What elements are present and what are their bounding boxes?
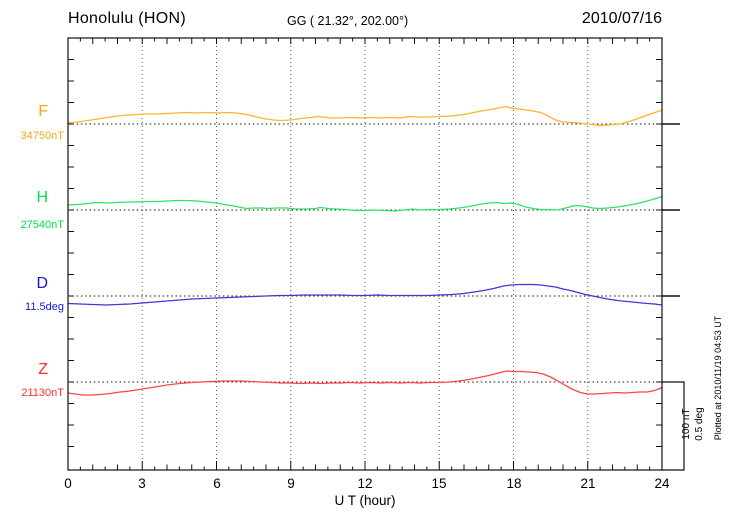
x-tick-9: 9 [287, 476, 295, 491]
scale-bar-label-nt: 100 nT [681, 408, 692, 440]
component-label-h: H [36, 189, 48, 206]
x-tick-6: 6 [213, 476, 221, 491]
component-label-d: D [36, 275, 48, 292]
component-label-z: Z [38, 361, 48, 378]
x-tick-18: 18 [506, 476, 522, 491]
scale-bar-label-deg: 0.5 deg [694, 407, 705, 441]
component-baseline-value-f: 34750nT [20, 130, 64, 142]
station-title: Honolulu (HON) [68, 10, 187, 27]
component-baseline-value-z: 21130nT [21, 387, 64, 399]
x-axis-title: U T (hour) [334, 493, 396, 508]
plotted-at-timestamp: Plotted at 2010/11/19 04:53 UT [713, 315, 723, 441]
component-baseline-value-h: 27540nT [20, 219, 64, 231]
component-label-f: F [38, 103, 48, 120]
x-tick-3: 3 [138, 476, 146, 491]
component-baseline-value-d: 11.5deg [25, 301, 64, 313]
x-tick-21: 21 [580, 476, 596, 491]
x-tick-0: 0 [64, 476, 72, 491]
scale-bar-labels: 100 nT 0.5 deg [680, 392, 710, 456]
geographic-coordinates: GG ( 21.32°, 202.00°) [287, 14, 409, 28]
x-tick-15: 15 [431, 476, 447, 491]
x-tick-24: 24 [654, 476, 670, 491]
x-tick-12: 12 [357, 476, 373, 491]
plot-date: 2010/07/16 [581, 10, 662, 27]
